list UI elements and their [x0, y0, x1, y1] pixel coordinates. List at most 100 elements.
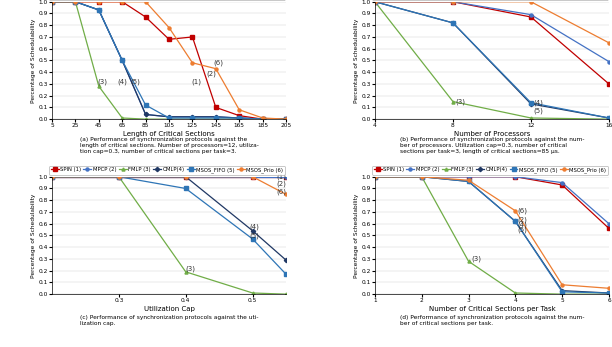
MPCP (2) [282, 175, 289, 179]
FMLP (3) [249, 291, 256, 295]
SPIN (1) [371, 175, 379, 179]
FMLP (3) [182, 270, 189, 274]
SPIN (1) [371, 0, 379, 4]
SPIN (1) [249, 175, 256, 179]
MSOS_FIFO (5) [115, 175, 122, 179]
MPCP (2) [282, 117, 289, 121]
OMLP(4) [236, 116, 243, 120]
MSOS_FIFO (5) [249, 237, 256, 241]
Line: FMLP (3): FMLP (3) [51, 175, 288, 296]
OMLP(4) [371, 175, 379, 179]
MPCP (2) [236, 116, 243, 120]
Text: (1): (1) [611, 224, 612, 230]
FMLP (3) [371, 175, 379, 179]
MPCP (2) [48, 0, 56, 4]
OMLP(4) [165, 115, 173, 119]
MPCP (2) [142, 112, 149, 117]
Text: (4): (4) [249, 224, 259, 230]
MSOS_FIFO (5) [605, 116, 612, 120]
FMLP (3) [115, 175, 122, 179]
FMLP (3) [72, 0, 79, 4]
SPIN (1) [115, 175, 122, 179]
OMLP(4) [418, 175, 425, 179]
OMLP(4) [371, 0, 379, 4]
MSOS_Prio (6) [465, 178, 472, 182]
Line: MPCP (2): MPCP (2) [373, 175, 610, 225]
FMLP (3) [48, 0, 56, 4]
FMLP (3) [465, 259, 472, 263]
Line: MSOS_FIFO (5): MSOS_FIFO (5) [373, 175, 610, 295]
FMLP (3) [236, 117, 243, 121]
SPIN (1) [512, 175, 519, 179]
MPCP (2) [249, 175, 256, 179]
MPCP (2) [119, 58, 126, 62]
Legend: SPIN (1), MPCP (2), FMLP (3), OMLP(4), MSOS_FIFO (5), MSOS_Prio (6): SPIN (1), MPCP (2), FMLP (3), OMLP(4), M… [372, 166, 608, 175]
X-axis label: Number of Critical Sections per Task: Number of Critical Sections per Task [428, 306, 555, 312]
MSOS_Prio (6) [249, 175, 256, 179]
MSOS_FIFO (5) [282, 272, 289, 276]
SPIN (1) [165, 37, 173, 41]
MSOS_Prio (6) [259, 116, 266, 120]
OMLP(4) [528, 102, 535, 106]
Text: (4): (4) [118, 78, 127, 85]
MPCP (2) [165, 115, 173, 119]
OMLP(4) [605, 291, 612, 295]
MSOS_Prio (6) [212, 67, 220, 71]
MSOS_Prio (6) [188, 61, 196, 65]
MSOS_FIFO (5) [282, 117, 289, 121]
MSOS_Prio (6) [236, 108, 243, 112]
MSOS_Prio (6) [371, 0, 379, 4]
OMLP(4) [48, 175, 56, 179]
SPIN (1) [72, 0, 79, 4]
Text: (2): (2) [276, 180, 286, 187]
MPCP (2) [449, 0, 457, 4]
Text: (2): (2) [611, 43, 612, 50]
MPCP (2) [605, 60, 612, 64]
Text: (b) Performance of synchronization protocols against the num-
ber of processors.: (b) Performance of synchronization proto… [400, 137, 584, 154]
X-axis label: Utilization Cap: Utilization Cap [144, 306, 195, 312]
Line: FMLP (3): FMLP (3) [373, 175, 610, 296]
Text: (4): (4) [518, 222, 528, 228]
MSOS_Prio (6) [115, 175, 122, 179]
OMLP(4) [188, 115, 196, 119]
SPIN (1) [142, 15, 149, 19]
MSOS_Prio (6) [528, 0, 535, 4]
MPCP (2) [115, 175, 122, 179]
MSOS_FIFO (5) [259, 117, 266, 121]
MSOS_Prio (6) [605, 41, 612, 45]
OMLP(4) [465, 179, 472, 184]
MSOS_Prio (6) [165, 25, 173, 29]
OMLP(4) [282, 117, 289, 121]
SPIN (1) [188, 35, 196, 39]
MSOS_FIFO (5) [165, 116, 173, 120]
SPIN (1) [119, 0, 126, 4]
MPCP (2) [371, 175, 379, 179]
OMLP(4) [95, 8, 102, 12]
SPIN (1) [48, 175, 56, 179]
MPCP (2) [465, 175, 472, 179]
MSOS_Prio (6) [142, 0, 149, 4]
OMLP(4) [605, 116, 612, 120]
Text: (3): (3) [185, 265, 196, 272]
MSOS_Prio (6) [95, 0, 102, 4]
Text: (5): (5) [249, 232, 259, 239]
MSOS_FIFO (5) [449, 21, 457, 25]
OMLP(4) [512, 219, 519, 223]
Legend: SPIN (1), MPCP (2), FMLP (3), OMLP(4), MSOS_FIFO (5), MSOS_Prio (6): SPIN (1), MPCP (2), FMLP (3), OMLP(4), M… [49, 166, 285, 175]
Line: MPCP (2): MPCP (2) [373, 0, 610, 63]
MSOS_Prio (6) [282, 192, 289, 196]
Line: MSOS_Prio (6): MSOS_Prio (6) [373, 0, 610, 44]
Line: SPIN (1): SPIN (1) [373, 0, 610, 85]
Text: (4): (4) [533, 100, 543, 106]
Line: MSOS_FIFO (5): MSOS_FIFO (5) [51, 0, 288, 121]
MSOS_FIFO (5) [119, 58, 126, 62]
FMLP (3) [512, 291, 519, 295]
Text: (5): (5) [130, 78, 140, 85]
MSOS_FIFO (5) [188, 116, 196, 120]
SPIN (1) [282, 117, 289, 121]
Line: MPCP (2): MPCP (2) [51, 175, 288, 178]
Line: MSOS_FIFO (5): MSOS_FIFO (5) [373, 0, 610, 119]
FMLP (3) [418, 175, 425, 179]
Text: (3): (3) [455, 98, 465, 105]
MSOS_FIFO (5) [418, 175, 425, 179]
